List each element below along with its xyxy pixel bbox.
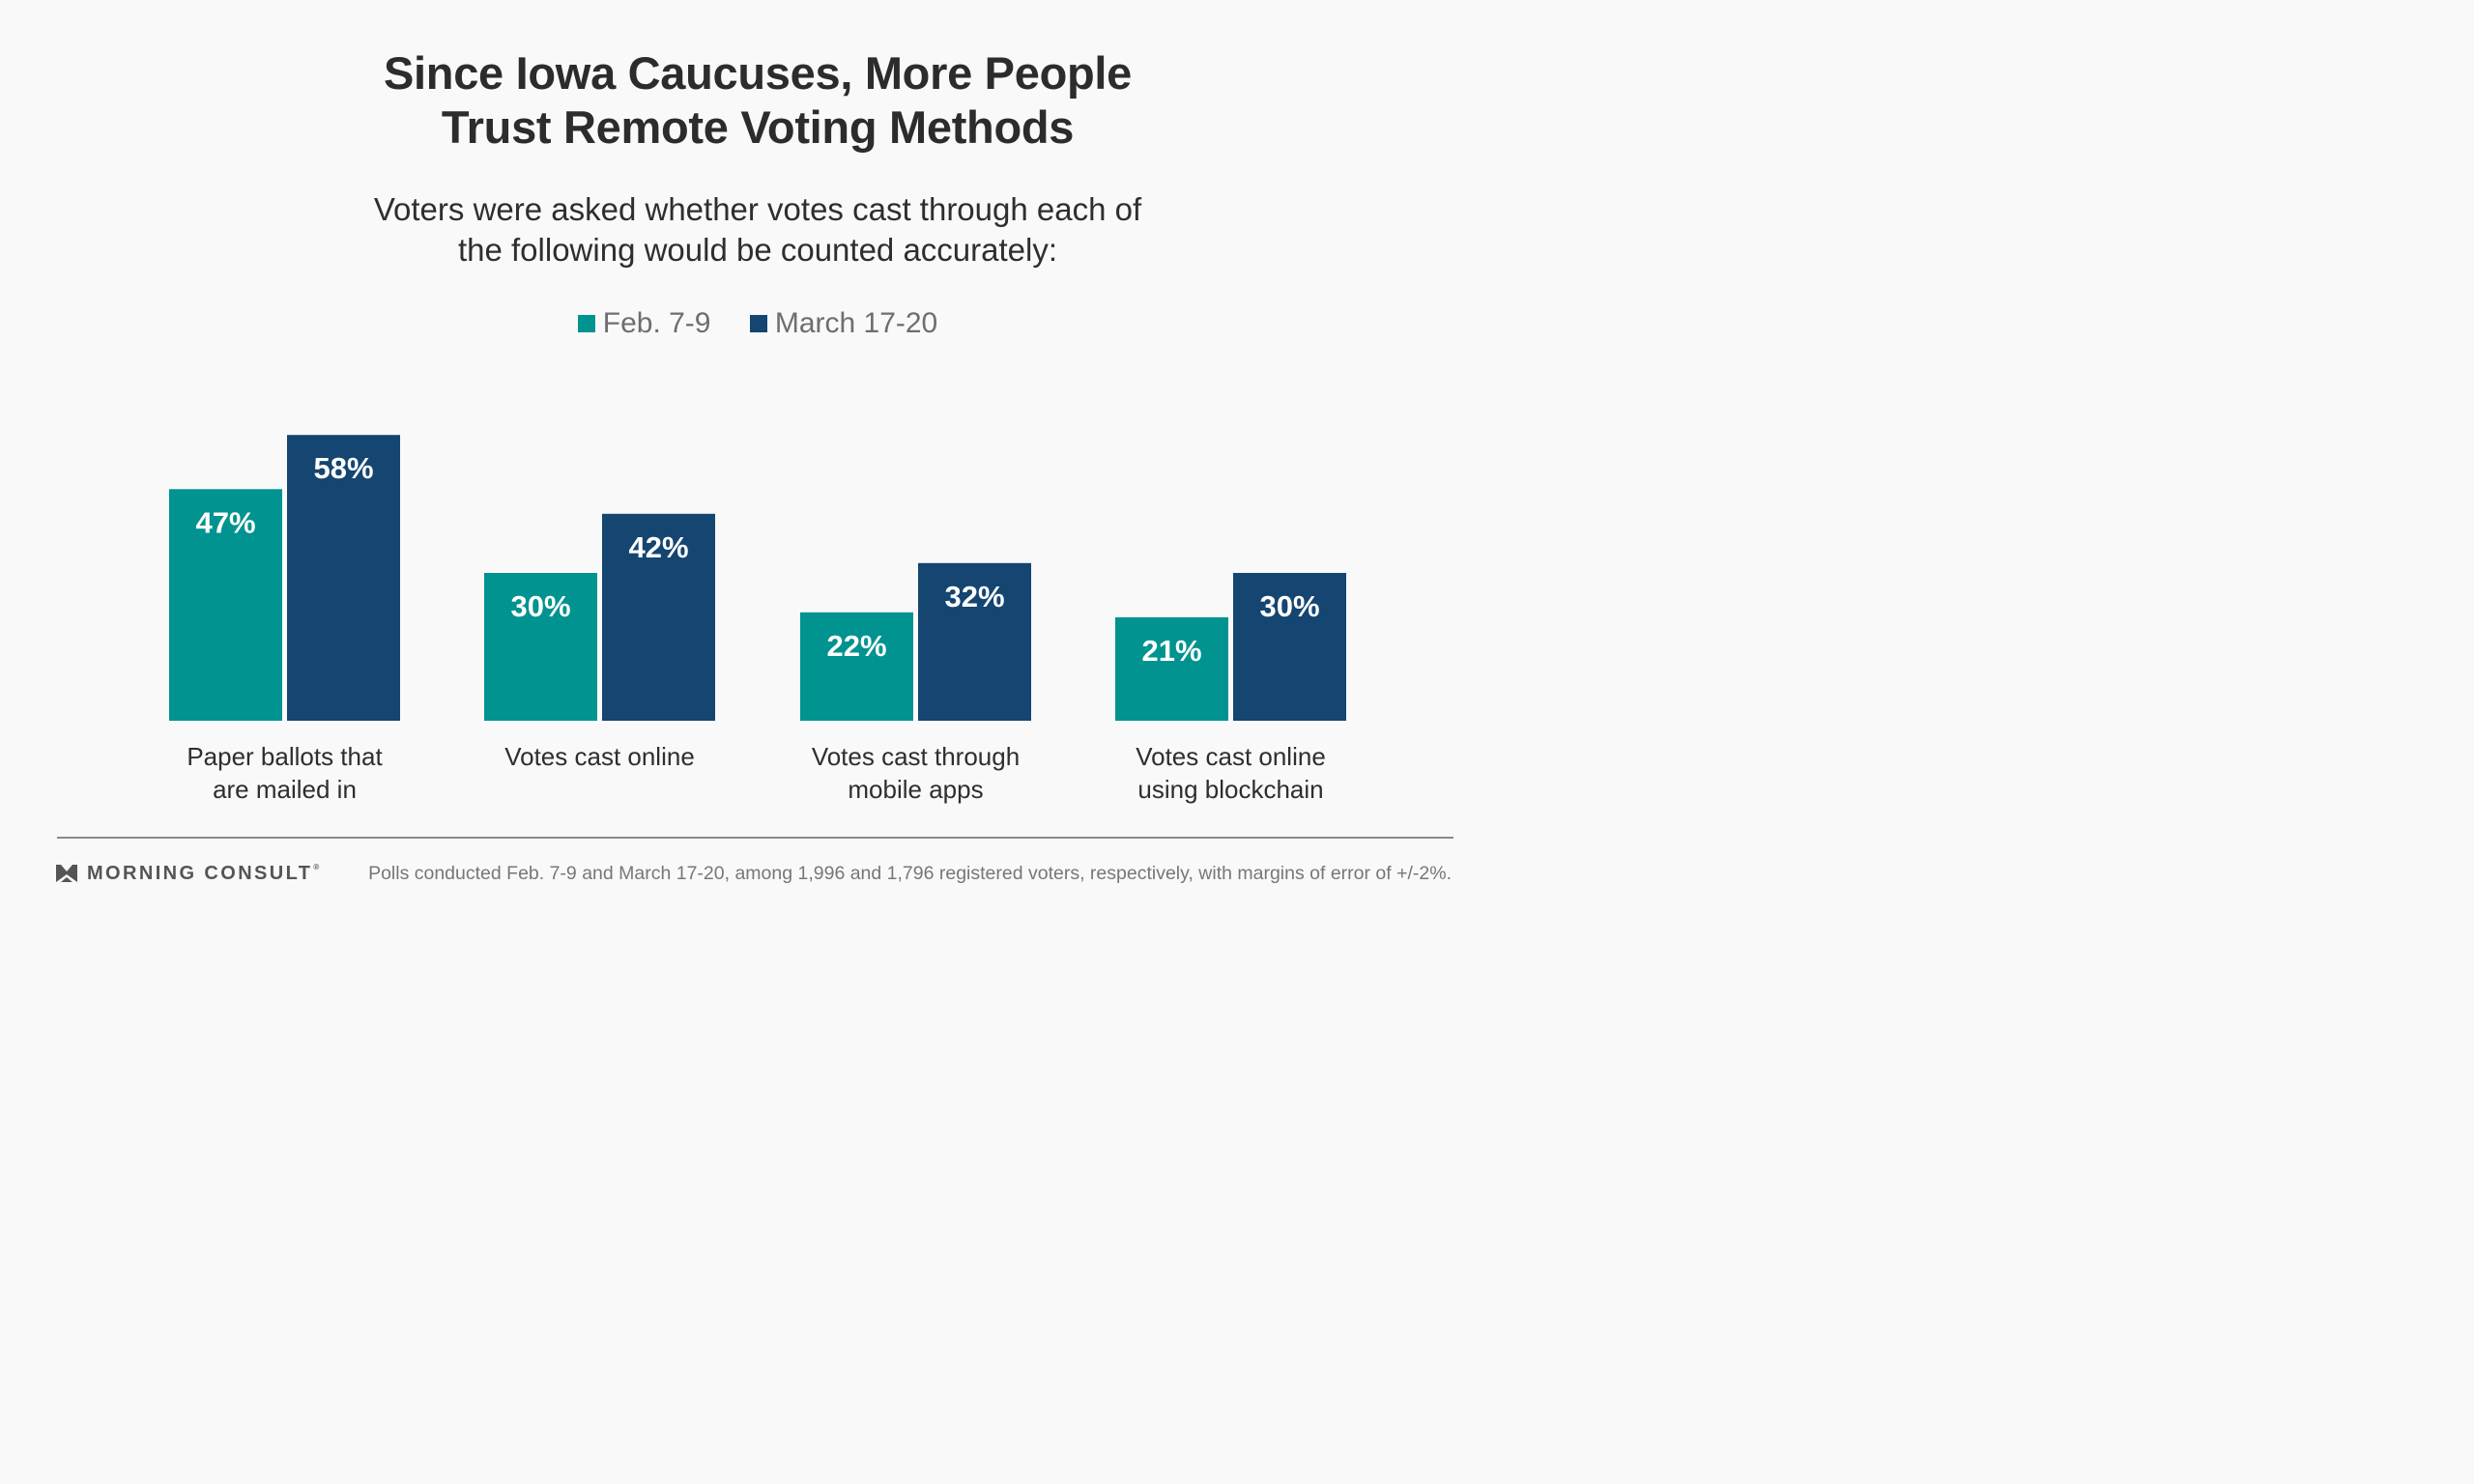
category-label: Votes cast online bbox=[504, 742, 695, 771]
footer-divider bbox=[57, 837, 1453, 839]
registered-mark-icon: ® bbox=[313, 862, 322, 871]
bar-march-2 bbox=[918, 562, 1031, 721]
legend-swatch-march bbox=[749, 315, 767, 332]
chart-subtitle-line: Voters were asked whether votes cast thr… bbox=[373, 191, 1142, 227]
category-label: mobile apps bbox=[848, 775, 983, 804]
legend-label-feb: Feb. 7-9 bbox=[602, 307, 711, 339]
chart-subtitle: Voters were asked whether votes cast thr… bbox=[0, 189, 1515, 271]
chart-title: Since Iowa Caucuses, More People Trust R… bbox=[0, 46, 1515, 155]
bar-value-label: 32% bbox=[944, 580, 1004, 614]
bar-value-label: 30% bbox=[510, 589, 570, 623]
bar-march-0 bbox=[287, 435, 400, 721]
chart-title-line: Since Iowa Caucuses, More People bbox=[383, 47, 1132, 99]
bar-feb-0 bbox=[169, 489, 282, 721]
bar-feb-3 bbox=[1115, 616, 1228, 721]
chart-subtitle-line: the following would be counted accuratel… bbox=[457, 232, 1058, 268]
category-label: using blockchain bbox=[1137, 775, 1323, 804]
legend-item-feb: Feb. 7-9 bbox=[577, 307, 711, 340]
bar-feb-1 bbox=[484, 573, 597, 721]
bar-value-label: 58% bbox=[313, 451, 373, 485]
chart-legend: Feb. 7-9 March 17-20 bbox=[0, 307, 1515, 340]
bar-feb-2 bbox=[800, 612, 913, 721]
category-label: Paper ballots that bbox=[187, 742, 383, 771]
bar-value-label: 30% bbox=[1259, 589, 1319, 623]
morning-consult-m-icon bbox=[56, 865, 77, 882]
bar-march-3 bbox=[1233, 573, 1346, 721]
category-label: are mailed in bbox=[213, 775, 357, 804]
chart-title-line: Trust Remote Voting Methods bbox=[441, 101, 1075, 153]
legend-label-march: March 17-20 bbox=[774, 307, 938, 339]
bar-value-label: 21% bbox=[1141, 634, 1201, 668]
brand-name: MORNING CONSULT® bbox=[87, 863, 322, 885]
category-label: Votes cast online bbox=[1136, 742, 1326, 771]
bar-value-label: 42% bbox=[628, 530, 688, 564]
brand-name-text: MORNING CONSULT bbox=[87, 862, 313, 884]
bar-value-label: 22% bbox=[826, 629, 886, 663]
legend-swatch-feb bbox=[577, 315, 595, 332]
legend-item-march: March 17-20 bbox=[749, 307, 938, 340]
footnote: Polls conducted Feb. 7-9 and March 17-20… bbox=[368, 863, 1452, 884]
bar-chart: 47% 58% Paper ballots that are mailed in 30%… bbox=[169, 435, 1346, 804]
category-label: Votes cast through bbox=[812, 742, 1020, 771]
brand-logo: MORNING CONSULT® bbox=[55, 862, 322, 885]
bar-value-label: 47% bbox=[195, 505, 255, 539]
bar-march-1 bbox=[602, 513, 715, 721]
